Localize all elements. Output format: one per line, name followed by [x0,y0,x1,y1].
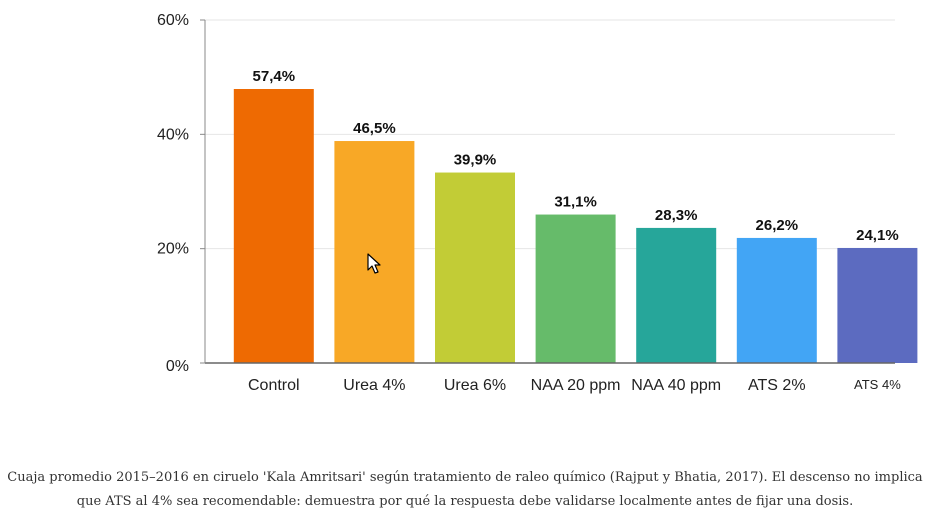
x-category-label: ATS 4% [854,377,901,392]
x-axis-categories: Control Urea 4% Urea 6% NAA 20 ppm NAA 40 pp… [248,377,901,394]
y-tick-label: 0% [166,358,189,375]
x-category-label: Urea 4% [343,377,405,394]
bar [334,141,415,363]
mouse-pointer-icon [367,253,381,274]
x-category-label: NAA 20 ppm [531,377,621,394]
bar-chart: 0% 20% 40% 60% 57,4% 46,5% 39,9% 31,1% 28,3% 26,… [157,12,918,394]
bar [435,172,515,363]
data-label: 28,3% [655,207,698,224]
x-category-label: Urea 6% [444,377,506,394]
data-label: 24,1% [856,227,899,244]
bars [233,89,918,363]
x-category-label: NAA 40 ppm [631,377,721,394]
data-label: 26,2% [756,217,799,234]
bar [233,89,314,363]
data-labels: 57,4% 46,5% 39,9% 31,1% 28,3% 26,2% 24,1% [253,68,899,244]
y-tick-label: 40% [157,126,189,143]
y-axis-ticks: 0% 20% 40% 60% [157,12,189,375]
data-label: 31,1% [554,194,597,211]
x-category-label: Control [248,377,300,394]
bar [535,214,616,363]
chart-caption: Cuaja promedio 2015–2016 en ciruelo 'Kal… [7,470,923,509]
bar [736,237,817,363]
data-label: 39,9% [454,152,497,169]
x-category-label: ATS 2% [748,377,806,394]
data-label: 57,4% [253,68,296,85]
data-label: 46,5% [353,120,396,137]
bar [636,227,717,363]
bar [837,247,918,363]
y-tick-label: 60% [157,12,189,29]
y-tick-label: 20% [157,241,189,258]
